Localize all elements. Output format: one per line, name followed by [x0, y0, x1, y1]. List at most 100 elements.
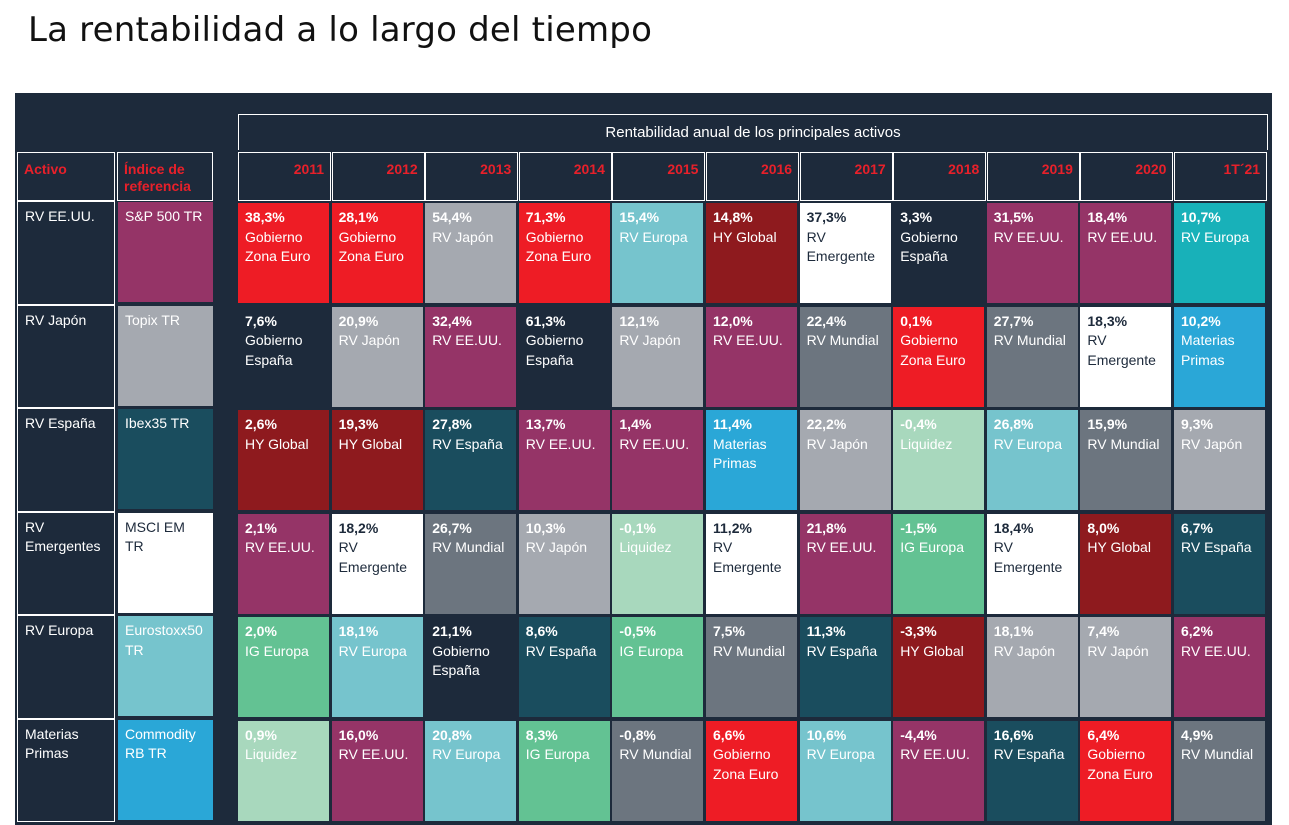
asset-label: RV España	[525, 642, 597, 659]
asset-label: RV Emergente	[806, 228, 876, 265]
asset-label: Gobierno España	[245, 332, 303, 368]
asset-label: RV EE.UU.	[1087, 228, 1158, 245]
reference-index: S&P 500 TR	[118, 202, 213, 302]
asset-label: Liquidez	[619, 539, 672, 555]
return-value: -4,4%	[900, 726, 937, 743]
asset-label: RV Mundial	[432, 539, 505, 555]
asset-label: RV EE.UU.	[806, 539, 877, 555]
asset-label: RV Emergente	[338, 539, 408, 575]
return-cell: 13,7% RV EE.UU.	[518, 410, 610, 510]
asset-label: Gobierno Zona Euro	[525, 228, 592, 265]
return-cell: 61,3% Gobierno España	[518, 306, 610, 407]
asset-label: RV Japón	[525, 539, 588, 555]
return-value: 20,8%	[432, 726, 472, 743]
reference-index: MSCI EM TR	[118, 512, 213, 613]
asset-label: RV Mundial	[993, 332, 1066, 348]
return-value: 6,2%	[1181, 623, 1213, 639]
asset-label: RV EE.UU.	[993, 228, 1064, 245]
asset-label: RV Japón	[993, 642, 1056, 659]
asset-label: RV EE.UU.	[619, 435, 690, 452]
return-value: 18,1%	[993, 623, 1034, 639]
asset-label: RV EE.UU.	[432, 332, 502, 348]
year-header: 2015	[612, 152, 706, 201]
return-value: 16,0%	[338, 726, 379, 743]
return-value: 9,3%	[1181, 416, 1213, 432]
reference-index: Ibex35 TR	[118, 409, 213, 509]
return-value: 26,8%	[993, 416, 1034, 432]
return-cell: 22,4% RV Mundial	[799, 306, 891, 407]
reference-index: Topix TR	[118, 305, 213, 406]
return-cell: 27,8% RV España	[425, 410, 517, 510]
return-cell: 18,3% RV Emergente	[1080, 306, 1172, 407]
return-cell: 11,4% Materias Primas	[706, 410, 797, 510]
asset-label: RV Japón	[619, 332, 681, 348]
return-value: 19,3%	[338, 416, 379, 432]
return-cell: 6,2% RV EE.UU.	[1174, 617, 1265, 717]
return-cell: 4,9% RV Mundial	[1174, 720, 1265, 821]
return-value: 11,3%	[806, 623, 846, 639]
return-cell: 21,8% RV EE.UU.	[799, 513, 891, 614]
return-cell: 32,4% RV EE.UU.	[425, 306, 517, 407]
year-header: 2012	[331, 152, 425, 201]
asset-label: RV Japón	[1087, 642, 1149, 659]
return-value: 71,3%	[525, 209, 566, 225]
return-value: 22,2%	[806, 416, 847, 432]
asset-label: IG Europa	[900, 539, 965, 555]
asset-label: Gobierno España	[432, 642, 490, 679]
year-header: 2016	[706, 152, 800, 201]
asset-label: RV Europa	[432, 746, 501, 762]
return-value: -1,5%	[900, 519, 937, 536]
return-cell: 18,2% RV Emergente	[331, 513, 423, 614]
return-cell: 2,0% IG Europa	[238, 617, 329, 717]
return-value: 18,4%	[1087, 209, 1128, 225]
asset-label: RV Japón	[806, 435, 868, 452]
return-cell: 12,1% RV Japón	[612, 306, 704, 407]
asset-label: RV Europa	[619, 228, 688, 245]
asset-label: IG Europa	[619, 642, 684, 659]
return-value: 1,4%	[619, 416, 652, 432]
asset-label: RV Japón	[1181, 435, 1243, 452]
asset-label: RV Mundial	[713, 642, 786, 659]
return-value: 27,7%	[993, 312, 1034, 329]
return-value: 7,4%	[1087, 623, 1120, 639]
year-header: 1T´21	[1174, 152, 1268, 201]
asset-label: Gobierno Zona Euro	[338, 228, 404, 265]
year-header: 2020	[1080, 152, 1174, 201]
return-value: 18,3%	[1087, 312, 1128, 329]
return-cell: 22,2% RV Japón	[799, 410, 891, 510]
return-cell: 18,4% RV Emergente	[986, 513, 1078, 614]
return-value: 0,1%	[900, 312, 933, 329]
return-cell: 28,1% Gobierno Zona Euro	[331, 203, 423, 303]
return-value: 38,3%	[245, 209, 285, 225]
return-cell: 10,6% RV Europa	[799, 720, 891, 821]
return-value: 21,1%	[432, 623, 472, 639]
asset-label: RV Europa	[993, 435, 1063, 452]
return-value: 15,9%	[1087, 416, 1128, 432]
asset-label: RV España	[993, 746, 1065, 762]
return-value: -3,3%	[900, 623, 937, 639]
asset-label: RV España	[806, 642, 878, 659]
asset-label: Gobierno España	[900, 228, 958, 265]
return-cell: 19,3% HY Global	[331, 410, 423, 510]
return-value: 10,3%	[525, 519, 566, 536]
asset-label: RV España	[432, 435, 503, 452]
asset-label: RV Emergente	[1087, 332, 1156, 368]
return-cell: 8,6% RV España	[518, 617, 610, 717]
return-value: 21,8%	[806, 519, 847, 536]
return-cell: 20,8% RV Europa	[425, 720, 517, 821]
asset-label: RV EE.UU.	[525, 435, 596, 452]
return-value: 10,7%	[1181, 209, 1221, 225]
asset-label: Gobierno Zona Euro	[245, 228, 311, 265]
asset-label: HY Global	[338, 435, 403, 452]
asset-label: Gobierno Zona Euro	[713, 746, 779, 782]
page-title: La rentabilidad a lo largo del tiempo	[28, 10, 653, 50]
return-value: 8,0%	[1087, 519, 1120, 536]
return-cell: 10,3% RV Japón	[518, 513, 610, 614]
return-value: 14,8%	[713, 209, 753, 225]
return-value: 3,3%	[900, 209, 933, 225]
asset-label: RV Europa	[338, 642, 407, 659]
asset-label: RV EE.UU.	[1181, 642, 1251, 659]
return-cell: 9,3% RV Japón	[1174, 410, 1265, 510]
asset-label: RV Japón	[338, 332, 400, 348]
asset-label: RV EE.UU.	[338, 746, 409, 762]
